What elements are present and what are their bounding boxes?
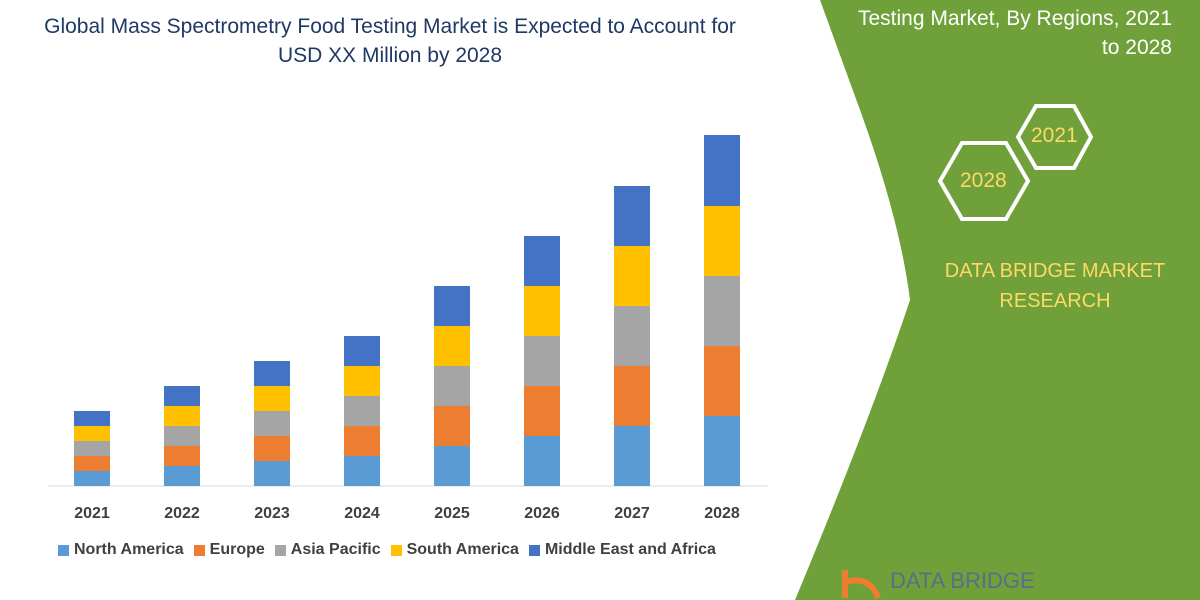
bar-segment-2028-4 (704, 135, 740, 206)
brand-text: DATA BRIDGE MARKET RESEARCH (944, 260, 1166, 312)
logo-icon (842, 570, 881, 600)
bar-segment-2024-3 (344, 366, 380, 396)
bar-segment-2026-1 (524, 386, 560, 436)
bar-segment-2027-3 (614, 246, 650, 306)
hexagon-2021 (1015, 104, 1094, 170)
bar-segment-2022-4 (164, 386, 200, 406)
bar-segment-2021-3 (74, 426, 110, 441)
legend-swatch (193, 544, 205, 556)
bar-segment-2024-4 (344, 336, 380, 366)
bar-segment-2027-0 (614, 426, 650, 486)
bar-segment-2027-2 (614, 306, 650, 366)
bar-segment-2028-3 (704, 206, 740, 276)
bar-segment-2024-1 (344, 426, 380, 456)
x-tick-label: 2028 (704, 505, 740, 522)
bar-segment-2021-1 (74, 456, 110, 471)
bar-segment-2026-2 (524, 336, 560, 386)
bar-segment-2024-2 (344, 396, 380, 426)
x-tick-label: 2023 (254, 505, 290, 522)
x-tick-label: 2027 (614, 505, 650, 522)
bar-segment-2026-4 (524, 236, 560, 286)
bar-segment-2023-3 (254, 386, 290, 411)
bar-segment-2026-3 (524, 286, 560, 336)
bar-segment-2027-1 (614, 366, 650, 426)
chart-title: Global Mass Spectrometry Food Testing Ma… (44, 15, 736, 67)
bar-segment-2023-4 (254, 361, 290, 386)
bar-segment-2021-4 (74, 411, 110, 426)
legend-swatch (390, 544, 402, 556)
bar-segment-2028-0 (704, 416, 740, 486)
bar-segment-2023-0 (254, 461, 290, 486)
legend-item: Asia Pacific (274, 541, 381, 559)
bar-segment-2028-2 (704, 276, 740, 346)
bar-segment-2025-2 (434, 366, 470, 406)
legend: North America Europe Asia Pacific South Ame… (58, 541, 716, 559)
bar-segment-2027-4 (614, 186, 650, 246)
legend-item: South America (390, 541, 519, 559)
legend-swatch (528, 544, 540, 556)
x-tick-label: 2024 (344, 505, 380, 522)
x-tick-label: 2025 (434, 505, 470, 522)
logo-text: DATA BRIDGE (890, 568, 1035, 593)
hexagon-2028 (937, 141, 1031, 221)
bar-segment-2021-2 (74, 441, 110, 456)
stacked-bar-chart: 2021 2022 2023 2024 2025 2026 2027 2028 (48, 135, 768, 522)
bar-segment-2022-2 (164, 426, 200, 446)
bar-segment-2025-1 (434, 406, 470, 446)
bar-segment-2022-1 (164, 446, 200, 466)
bar-segment-2023-2 (254, 411, 290, 436)
legend-label: North America (74, 541, 184, 558)
legend-item: Europe (193, 541, 265, 559)
legend-label: Middle East and Africa (544, 541, 716, 558)
hex-label-2028: 2028 (960, 169, 1007, 192)
bar-segment-2025-3 (434, 326, 470, 366)
bar-segment-2025-4 (434, 286, 470, 326)
bar-segment-2022-0 (164, 466, 200, 486)
legend-item: Middle East and Africa (528, 541, 716, 559)
bar-segment-2024-0 (344, 456, 380, 486)
x-tick-label: 2021 (74, 505, 110, 522)
x-tick-label: 2026 (524, 505, 560, 522)
bar-segment-2028-1 (704, 346, 740, 416)
bar-segment-2026-0 (524, 436, 560, 486)
bar-segment-2022-3 (164, 406, 200, 426)
legend-label: South America (406, 541, 519, 558)
hex-label-2021: 2021 (1031, 124, 1078, 147)
legend-label: Europe (209, 541, 265, 558)
side-panel-title: Testing Market, By Regions, 2021 to 2028 (858, 7, 1172, 59)
bar-segment-2023-1 (254, 436, 290, 461)
x-tick-label: 2022 (164, 505, 200, 522)
legend-label: Asia Pacific (290, 541, 381, 558)
bar-segment-2021-0 (74, 471, 110, 486)
legend-swatch (58, 544, 69, 556)
legend-swatch (274, 544, 286, 556)
legend-item: North America (58, 541, 184, 559)
bar-segment-2025-0 (434, 446, 470, 486)
